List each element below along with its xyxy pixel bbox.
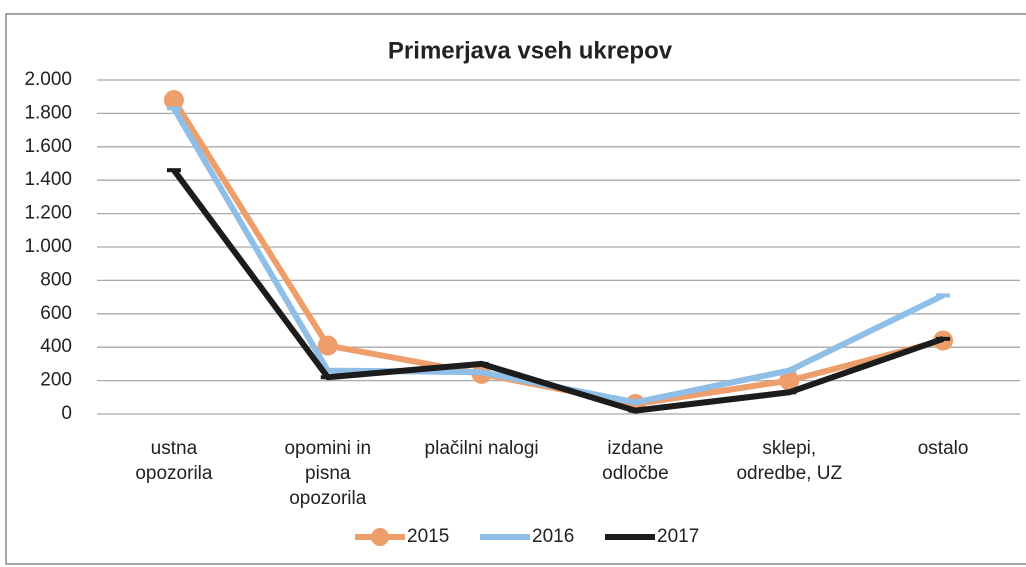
x-tick-label: plačilni nalogi [424, 438, 539, 459]
marker [782, 368, 797, 373]
marker [166, 168, 181, 173]
marker [779, 370, 800, 391]
legend-label: 2015 [407, 526, 449, 547]
y-tick-label: 1.600 [24, 136, 72, 157]
x-tick-label: opomini in pisna opozorila [284, 438, 372, 509]
y-tick-label: 1.800 [24, 102, 72, 123]
x-tick-label: sklepi, odredbe, UZ [736, 438, 843, 484]
chart-title: Primerjava vseh ukrepov [388, 37, 673, 64]
legend-label: 2017 [657, 526, 699, 547]
marker [474, 370, 489, 375]
series-line [171, 106, 945, 406]
marker [320, 375, 335, 380]
marker [936, 336, 951, 341]
marker [628, 400, 643, 405]
y-tick-label: 200 [40, 370, 72, 391]
marker [628, 408, 643, 413]
y-tick-label: 800 [40, 269, 72, 290]
marker [163, 90, 184, 111]
y-tick-label: 1.200 [24, 203, 72, 224]
legend-marker [371, 528, 389, 546]
y-tick-label: 400 [40, 336, 72, 357]
y-tick-label: 2.000 [24, 69, 72, 90]
x-tick-label: ostalo [917, 438, 969, 459]
marker [166, 106, 181, 111]
chart-border [5, 13, 1026, 565]
y-tick-label: 1.000 [24, 236, 72, 257]
x-tick-label: izdane odločbe [602, 438, 669, 484]
marker [782, 390, 797, 395]
marker [317, 335, 338, 356]
x-tick-label: ustna opozorila [135, 438, 213, 484]
marker [474, 361, 489, 366]
marker [936, 293, 951, 298]
legend-label: 2016 [532, 526, 574, 547]
y-tick-label: 1.400 [24, 169, 72, 190]
series-line [171, 98, 944, 407]
series-line [171, 168, 945, 414]
y-tick-label: 600 [40, 303, 72, 324]
marker [320, 368, 335, 373]
y-tick-label: 0 [61, 403, 72, 424]
